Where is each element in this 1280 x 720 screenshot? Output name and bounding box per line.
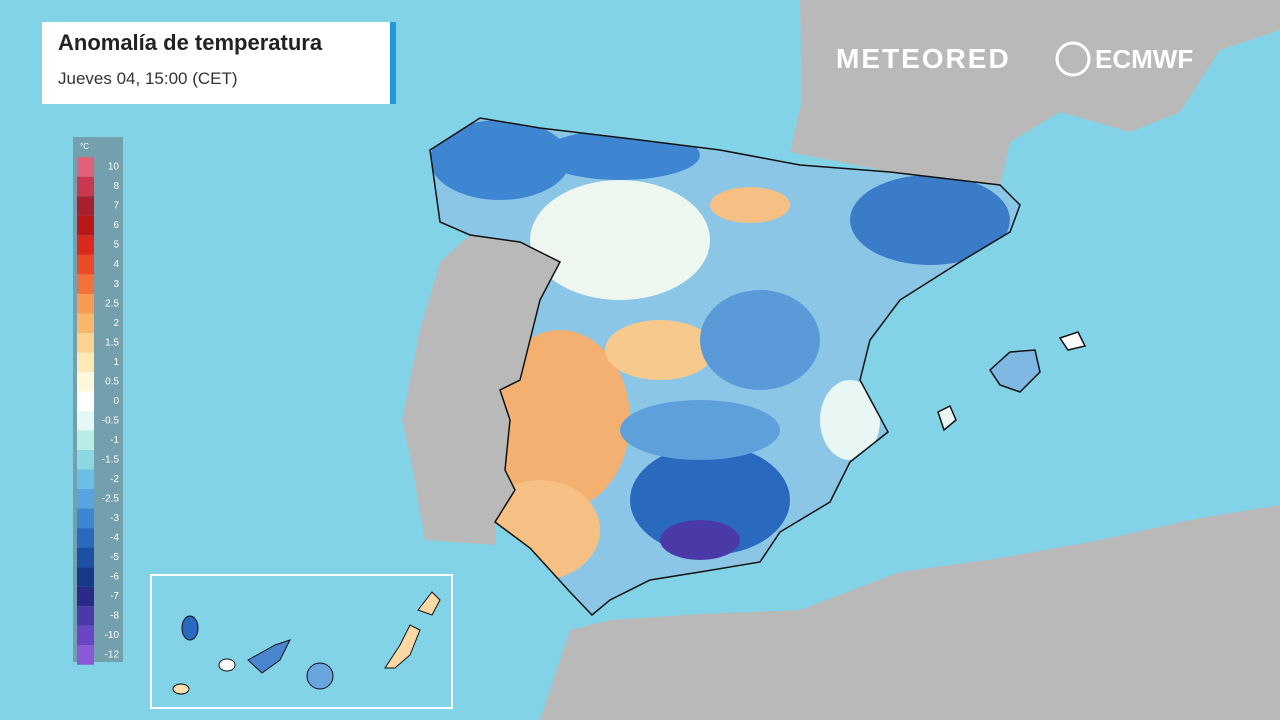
legend-label: -3 (110, 513, 119, 524)
anomaly-area (700, 290, 820, 390)
island (247, 639, 291, 674)
legend-label: 6 (113, 220, 119, 231)
legend-swatch (77, 469, 94, 490)
legend-swatch (77, 176, 94, 197)
legend-swatch (77, 645, 94, 665)
legend-label: -1 (110, 435, 119, 446)
legend-swatch (77, 352, 94, 372)
legend-swatch (77, 254, 94, 275)
legend-swatch (77, 586, 94, 607)
legend-label: -4 (110, 533, 119, 544)
anomaly-area (660, 520, 740, 560)
legend-label: -6 (110, 572, 119, 583)
menorca (1058, 331, 1087, 351)
logo-ecmwf: ECMWF (1095, 44, 1193, 74)
legend-label: 4 (113, 259, 119, 270)
africa (540, 505, 1280, 720)
anomaly-area (430, 120, 570, 200)
legend-label: -2 (110, 474, 119, 485)
legend-label: -0.5 (102, 415, 120, 426)
canary-inset (150, 574, 453, 709)
legend-swatch (77, 196, 94, 216)
title-accent (390, 22, 396, 104)
france (790, 0, 1280, 185)
subtitle: Jueves 04, 15:00 (CET) (58, 69, 238, 88)
legend-label: -5 (110, 552, 119, 563)
legend-swatch (77, 625, 94, 646)
legend-swatch (77, 606, 94, 626)
island (181, 615, 199, 641)
legend-label: 0.5 (105, 376, 119, 387)
island (417, 591, 441, 616)
legend-label: -8 (110, 611, 119, 622)
legend-label: -10 (105, 630, 120, 641)
legend-swatch (77, 235, 94, 255)
legend-label: -2.5 (102, 493, 120, 504)
legend-label: 1.5 (105, 337, 119, 348)
island (218, 658, 236, 672)
legend-swatch (77, 332, 94, 353)
spain-border (429, 117, 1021, 617)
island (306, 662, 334, 690)
legend: 10 8 7 6 5 4 3 2.5 2 1.5 1 0.5 0 -0.5 -1 -1.5 -2 -2.5 -3 -4… (77, 157, 119, 665)
legend-label: 2 (113, 318, 119, 329)
legend-label: -1.5 (102, 454, 120, 465)
legend-swatch (77, 293, 94, 314)
title: Anomalía de temperatura (58, 30, 323, 55)
legend-label: 3 (113, 279, 119, 290)
mallorca (989, 349, 1041, 393)
anomaly-area (605, 320, 715, 380)
anomaly-area (850, 175, 1010, 265)
legend-label: 10 (108, 162, 120, 173)
legend-swatch (77, 567, 94, 587)
legend-label: -12 (105, 650, 120, 661)
ibiza (937, 404, 957, 432)
legend-swatch (77, 547, 94, 568)
legend-unit: °C (80, 142, 89, 151)
anomaly-area (710, 187, 790, 223)
ecmwf-icon (1055, 41, 1091, 77)
legend-swatch (77, 274, 94, 294)
legend-swatch (77, 215, 94, 236)
legend-swatch (77, 528, 94, 548)
legend-label: 8 (113, 181, 119, 192)
legend-swatch (77, 371, 94, 392)
legend-swatch (77, 157, 94, 177)
legend-swatch (77, 313, 94, 333)
anomaly-area (530, 180, 710, 300)
anomaly-area (490, 330, 630, 510)
title-box (42, 22, 392, 104)
legend-label: -7 (110, 591, 119, 602)
logo-meteored: METEORED (836, 43, 1011, 74)
legend-label: 5 (113, 240, 119, 251)
legend-label: 1 (113, 357, 119, 368)
island (172, 683, 190, 695)
anomaly-area (820, 380, 880, 460)
legend-swatch (77, 450, 94, 470)
legend-swatch (77, 411, 94, 431)
legend-label: 0 (113, 396, 119, 407)
island (384, 624, 421, 669)
legend-swatch (77, 391, 94, 411)
anomaly-area (620, 400, 780, 460)
legend-label: 2.5 (105, 298, 119, 309)
portugal (402, 235, 560, 545)
legend-label: 7 (113, 201, 119, 212)
legend-swatch (77, 508, 94, 529)
legend-swatch (77, 430, 94, 451)
legend-swatch (77, 489, 94, 509)
